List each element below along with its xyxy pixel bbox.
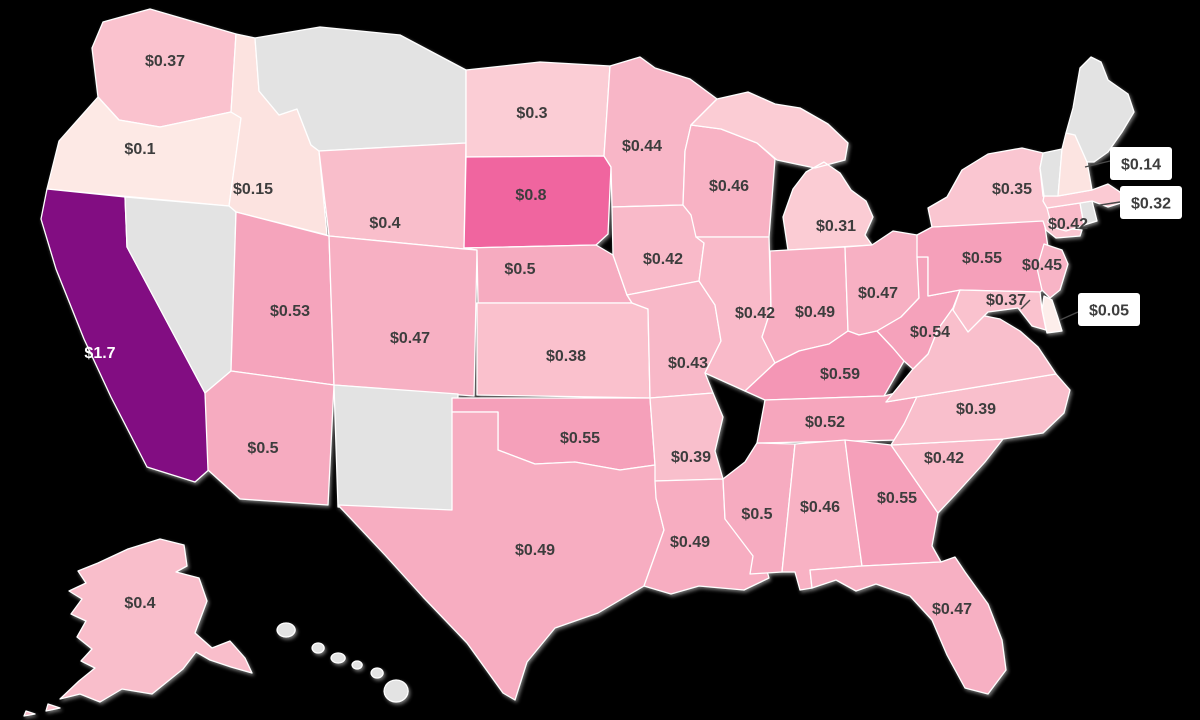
state-ND[interactable]	[465, 61, 611, 158]
state-NM[interactable]	[333, 384, 459, 513]
state-MI[interactable]	[690, 91, 874, 251]
label-tick-MD	[1020, 299, 1031, 310]
state-ME[interactable]	[1065, 56, 1135, 163]
state-AK[interactable]	[23, 538, 253, 717]
state-SD[interactable]	[463, 155, 612, 249]
state-TX[interactable]	[337, 411, 665, 701]
state-NJ[interactable]	[1036, 243, 1069, 299]
state-WA[interactable]	[91, 8, 237, 128]
state-KS[interactable]	[476, 302, 651, 399]
callout-box-NH	[1110, 147, 1172, 180]
state-FL[interactable]	[809, 556, 1007, 695]
state-HI[interactable]	[276, 622, 409, 703]
callout-leader-line-NH	[1084, 160, 1111, 168]
state-NC[interactable]	[885, 373, 1071, 446]
callout-box-MA	[1120, 186, 1182, 219]
state-MD[interactable]	[952, 289, 1047, 333]
state-AR[interactable]	[649, 392, 724, 482]
state-NE[interactable]	[463, 244, 633, 304]
state-PA[interactable]	[916, 219, 1054, 297]
state-WY[interactable]	[318, 142, 467, 250]
state-CO[interactable]	[328, 235, 478, 397]
callout-leader-line-MA	[1093, 201, 1121, 207]
state-VT[interactable]	[1039, 148, 1063, 197]
state-IA[interactable]	[611, 204, 705, 296]
callout-box-DE	[1078, 293, 1140, 326]
callout-leader-line-DE	[1059, 311, 1079, 321]
state-AZ[interactable]	[204, 370, 335, 506]
state-UT[interactable]	[230, 211, 335, 386]
